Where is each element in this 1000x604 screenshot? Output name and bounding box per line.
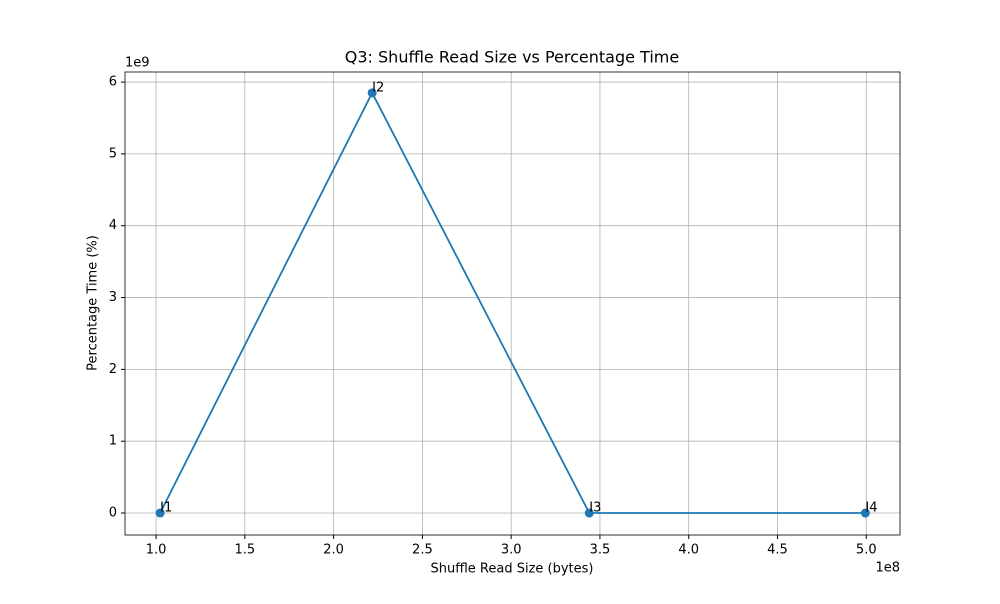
x-offset-label: 1e8 <box>875 561 900 576</box>
x-tick-label: 5.0 <box>856 543 877 558</box>
x-tick-label: 1.5 <box>235 543 256 558</box>
line <box>159 90 866 514</box>
x-tick-label: 4.5 <box>767 543 788 558</box>
chart-title: Q3: Shuffle Read Size vs Percentage Time <box>345 48 679 67</box>
y-tick-label: 0 <box>109 506 117 521</box>
x-tick-label: 1.0 <box>146 543 167 558</box>
marker <box>367 88 377 98</box>
y-axis-label: Percentage Time (%) <box>86 235 101 371</box>
x-tick-label: 3.5 <box>590 543 611 558</box>
point-label: I4 <box>865 501 877 516</box>
x-axis-label: Shuffle Read Size (bytes) <box>430 562 593 577</box>
point-label: I1 <box>160 501 172 516</box>
marker <box>860 508 870 518</box>
x-tick-label: 3.0 <box>501 543 522 558</box>
plot-frame <box>124 71 901 536</box>
x-tick-label: 4.0 <box>678 543 699 558</box>
y-tick-label: 4 <box>109 218 117 233</box>
y-tick-label: 1 <box>109 434 117 449</box>
y-tick-label: 3 <box>109 290 117 305</box>
y-offset-label: 1e9 <box>125 56 150 71</box>
y-tick-label: 2 <box>109 362 117 377</box>
marker <box>155 508 165 518</box>
marker <box>584 508 594 518</box>
y-tick-label: 5 <box>109 146 117 161</box>
x-tick-label: 2.0 <box>323 543 344 558</box>
x-tick-label: 2.5 <box>412 543 433 558</box>
point-label: I2 <box>372 80 384 95</box>
point-label: I3 <box>589 501 601 516</box>
y-tick-label: 6 <box>109 75 117 90</box>
